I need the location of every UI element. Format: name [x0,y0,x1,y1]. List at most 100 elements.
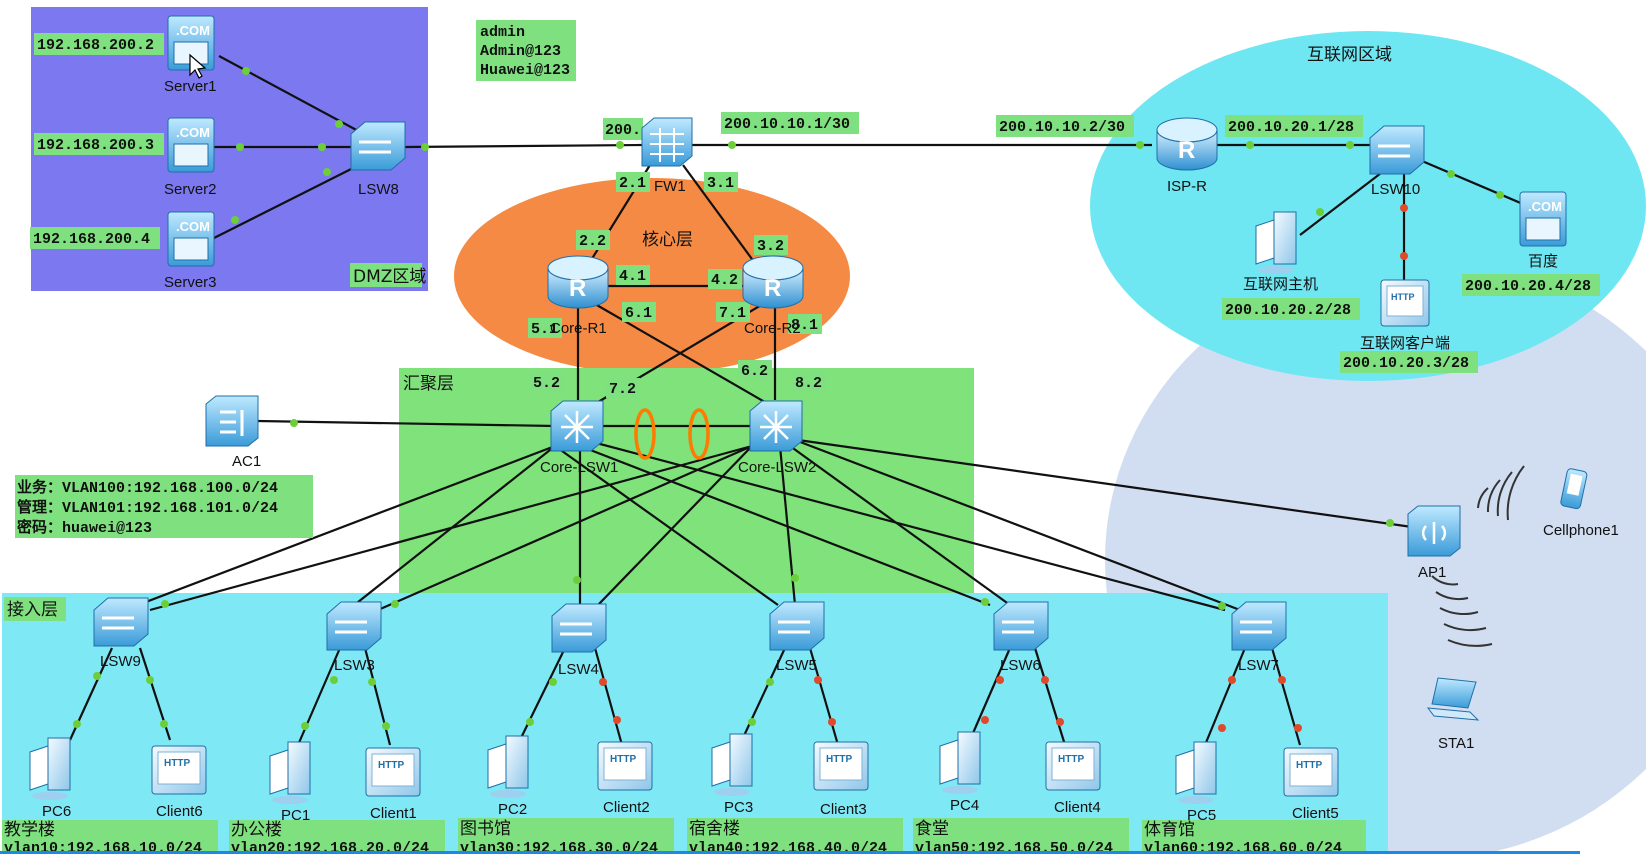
ac1-controller-icon[interactable] [205,395,259,447]
svg-text:.COM: .COM [1528,199,1562,214]
building-vlan-4: vlan40:192.168.40.0/24 [689,840,887,854]
cellphone1-label: Cellphone1 [1543,522,1619,539]
eth-trunk-ring-2 [688,408,710,460]
pc2-icon[interactable] [487,735,529,798]
lsw5-switch-icon[interactable] [769,601,825,651]
client1-label: Client1 [370,805,417,822]
server3-label: Server3 [164,274,217,291]
svg-text:HTTP: HTTP [378,760,404,771]
client3-label: Client3 [820,801,867,818]
baidu-label: 百度 [1528,253,1558,270]
port-7-1: 7.1 [719,305,746,322]
lsw8-switch-icon[interactable] [350,121,406,171]
port-2-1: 2.1 [619,175,646,192]
pc4-label: PC4 [950,797,979,814]
pc4-icon[interactable] [939,731,981,794]
server2-ip: 192.168.200.3 [37,137,154,154]
pc5-icon[interactable] [1175,741,1217,804]
client3-icon[interactable]: HTTP [813,741,869,791]
lsw8-label: LSW8 [358,181,399,198]
lsw4-switch-icon[interactable] [551,603,607,653]
client5-icon[interactable]: HTTP [1283,747,1339,797]
server2-icon[interactable]: .COM [167,117,215,173]
lsw7-switch-icon[interactable] [1231,601,1287,651]
svg-text:R: R [569,275,586,302]
pc5-label: PC5 [1187,807,1216,824]
bottom-edge-bar [0,851,1580,854]
lsw7-label: LSW7 [1238,657,1279,674]
server1-icon[interactable]: .COM [167,15,215,71]
internet-client-ip: 200.10.20.3/28 [1343,355,1469,372]
building-name-3: 图书馆 [460,819,511,839]
building-name-5: 食堂 [915,819,949,839]
isp-r-label: ISP-R [1167,178,1207,195]
svg-text:R: R [764,275,781,302]
core-lsw2-switch-icon[interactable] [749,400,803,452]
port-2-2: 2.2 [579,233,606,250]
server3-icon[interactable]: .COM [167,211,215,267]
lsw10-label: LSW10 [1371,181,1420,198]
isp-right-ip: 200.10.20.1/28 [1228,119,1354,136]
ac1-label: AC1 [232,453,261,470]
svg-text:R: R [1178,137,1195,164]
core-zone-title: 核心层 [642,230,693,250]
internet-host-label: 互联网主机 [1243,276,1318,293]
baidu-ip: 200.10.20.4/28 [1465,278,1591,295]
pc6-icon[interactable] [29,737,71,800]
building-name-1: 教学楼 [4,820,55,840]
svg-text:HTTP: HTTP [164,758,190,769]
fw1-firewall-icon[interactable] [641,117,693,167]
lsw3-switch-icon[interactable] [326,601,382,651]
client4-icon[interactable]: HTTP [1045,741,1101,791]
core-r1-label: Core-R1 [550,320,607,337]
lsw6-switch-icon[interactable] [993,601,1049,651]
building-vlan-6: vlan60:192.168.60.0/24 [1144,840,1342,854]
core-lsw1-switch-icon[interactable] [550,400,604,452]
baidu-server-icon[interactable]: .COM [1519,191,1567,247]
svg-text:.COM: .COM [176,125,210,140]
isp-r-router-icon[interactable]: R [1156,117,1218,171]
server2-label: Server2 [164,181,217,198]
client6-label: Client6 [156,803,203,820]
internet-client-icon[interactable]: HTTP [1380,279,1430,327]
pc6-label: PC6 [42,803,71,820]
building-vlan-2: vlan20:192.168.20.0/24 [231,840,429,854]
port-4-1: 4.1 [619,268,646,285]
mouse-cursor-icon [189,53,207,79]
pc1-icon[interactable] [269,741,311,804]
credential-line-1: admin [480,24,525,41]
client6-icon[interactable]: HTTP [151,745,207,795]
ap1-access-point-icon[interactable] [1407,505,1461,557]
svg-text:HTTP: HTTP [1058,754,1084,765]
sta1-laptop-icon[interactable] [1426,677,1480,721]
cellphone1-icon[interactable] [1560,468,1588,510]
building-vlan-5: vlan50:192.168.50.0/24 [915,840,1113,854]
isp-left-ip: 200.10.10.2/30 [999,119,1125,136]
wlan-note-line-3: 密码：huawei@123 [17,518,152,537]
port-3-2: 3.2 [757,238,784,255]
client1-icon[interactable]: HTTP [365,747,421,797]
client4-label: Client4 [1054,799,1101,816]
server1-label: Server1 [164,78,217,95]
core-lsw1-label: Core-LSW1 [540,459,618,476]
pc3-icon[interactable] [711,733,753,796]
core-lsw2-label: Core-LSW2 [738,459,816,476]
building-vlan-1: vlan10:192.168.10.0/24 [4,840,202,854]
port-4-2: 4.2 [711,272,738,289]
port-3-1: 3.1 [707,175,734,192]
core-r2-router-icon[interactable]: R [742,255,804,309]
core-r1-router-icon[interactable]: R [547,255,609,309]
internet-host-pc-icon[interactable] [1255,211,1297,274]
client5-label: Client5 [1292,805,1339,822]
lsw9-switch-icon[interactable] [93,597,149,647]
fw1-label: FW1 [654,178,686,195]
svg-text:.COM: .COM [176,219,210,234]
client2-icon[interactable]: HTTP [597,741,653,791]
lsw10-switch-icon[interactable] [1369,125,1425,175]
svg-text:HTTP: HTTP [610,754,636,765]
fw-left-ip: 200. [605,122,641,139]
server1-ip: 192.168.200.2 [37,37,154,54]
wlan-note-line-1: 业务：VLAN100:192.168.100.0/24 [17,478,278,497]
svg-text:HTTP: HTTP [826,754,852,765]
